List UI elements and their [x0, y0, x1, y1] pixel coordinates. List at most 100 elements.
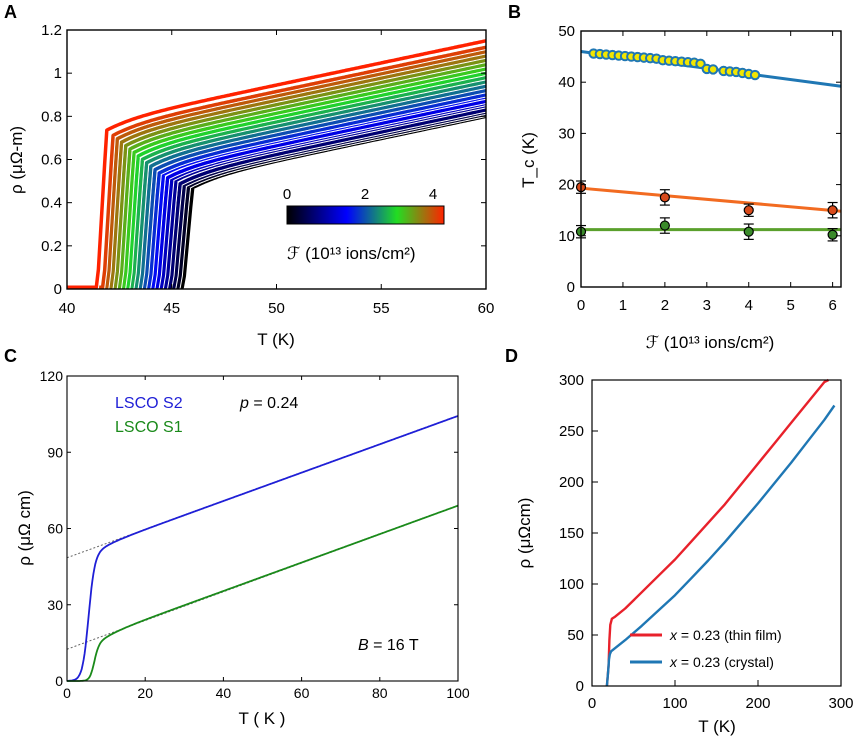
- data-point: [659, 220, 670, 231]
- fit-line: [580, 186, 842, 213]
- annotation-field: B = 16 T: [358, 637, 419, 654]
- panel-b: B 0 1 2 3 4 5 6 0 10 20 30 40 50 ℱ (10¹³ ions/cm²) T…: [508, 2, 842, 352]
- panel-b-ticks: 0 1 2 3 4 5 6 0 10 20 30 40 50: [558, 23, 841, 314]
- data-point: [743, 205, 754, 216]
- x-tick-label: 60: [294, 685, 310, 701]
- colorbar-tick-0: 0: [283, 186, 291, 203]
- resistivity-curve: [67, 58, 487, 290]
- x-tick-label: 0: [577, 297, 585, 314]
- x-tick-label: 0: [588, 695, 596, 712]
- panel-c-letter: C: [4, 346, 17, 366]
- x-tick-label: 60: [478, 300, 495, 317]
- panel-c-series: [66, 415, 459, 682]
- panel-b-ylabel: T_c (K): [519, 132, 538, 188]
- colorbar-gradient: [286, 205, 445, 225]
- y-tick-label: 0: [55, 673, 63, 689]
- panel-a-xlabel: T (K): [257, 330, 294, 349]
- resistivity-curve: [67, 67, 487, 290]
- panel-c-ticks: 0 20 40 60 80 100 0 30 60 90 120: [40, 368, 470, 701]
- y-tick-label: 30: [47, 597, 63, 613]
- y-tick-label: 50: [567, 627, 584, 644]
- data-point: [827, 205, 838, 216]
- y-tick-label: 20: [558, 177, 575, 194]
- legend-lsco-s2: LSCO S2: [115, 395, 183, 412]
- y-tick-label: 1: [54, 65, 62, 82]
- x-tick-label: 1: [619, 297, 627, 314]
- x-tick-label: 200: [745, 695, 770, 712]
- y-tick-label: 200: [559, 474, 584, 491]
- panel-a-series: [66, 38, 487, 291]
- x-tick-label: 40: [216, 685, 232, 701]
- panel-d-legend: x = 0.23 (thin film) x = 0.23 (crystal): [630, 627, 782, 670]
- x-tick-label: 50: [268, 300, 285, 317]
- data-point: [749, 69, 761, 81]
- y-tick-label: 0.2: [41, 238, 62, 255]
- panel-d-xlabel: T (K): [698, 717, 735, 736]
- resistivity-curve: [67, 39, 487, 290]
- panel-b-letter: B: [508, 2, 521, 22]
- x-tick-label: 0: [63, 685, 71, 701]
- y-tick-label: 0.8: [41, 108, 62, 125]
- resistivity-curve: [67, 45, 487, 290]
- x-tick-label: 300: [828, 695, 853, 712]
- y-tick-label: 0.4: [41, 195, 62, 212]
- panel-c: C 0 20 40 60 80 100 0 30 60 90 120 T ( K ) ρ (μΩ c…: [4, 346, 470, 728]
- resistivity-curve: [67, 62, 487, 290]
- panel-d-ylabel: ρ (μΩcm): [515, 498, 534, 569]
- y-tick-label: 1.2: [41, 22, 62, 39]
- y-tick-label: 60: [47, 521, 63, 537]
- colorbar: 0 2 4 ℱ (10¹³ ions/cm²): [283, 186, 445, 263]
- colorbar-label: ℱ (10¹³ ions/cm²): [287, 244, 416, 263]
- y-tick-label: 120: [40, 368, 64, 384]
- x-tick-label: 5: [787, 297, 795, 314]
- y-tick-label: 0: [567, 279, 575, 296]
- x-tick-label: 3: [703, 297, 711, 314]
- y-tick-label: 150: [559, 525, 584, 542]
- resistivity-curve: [605, 378, 830, 687]
- y-tick-label: 300: [559, 372, 584, 389]
- y-tick-label: 10: [558, 228, 575, 245]
- data-point: [707, 64, 719, 75]
- data-point: [659, 192, 670, 203]
- y-tick-label: 0.6: [41, 152, 62, 169]
- x-tick-label: 45: [163, 300, 180, 317]
- resistivity-curve: [605, 404, 836, 687]
- colorbar-tick-4: 4: [429, 186, 437, 203]
- y-tick-label: 0: [576, 678, 584, 695]
- y-tick-label: 90: [47, 444, 63, 460]
- resistivity-curve: [67, 415, 459, 682]
- x-tick-label: 6: [828, 297, 836, 314]
- panel-b-xlabel: ℱ (10¹³ ions/cm²): [646, 333, 775, 352]
- colorbar-tick-2: 2: [361, 186, 369, 203]
- x-tick-label: 55: [373, 300, 390, 317]
- data-point: [743, 226, 754, 237]
- panel-b-series: [575, 48, 842, 242]
- legend-thin-film: x = 0.23 (thin film): [669, 627, 782, 643]
- legend-crystal: x = 0.23 (crystal): [669, 654, 774, 670]
- y-tick-label: 100: [559, 576, 584, 593]
- panel-d-series: [605, 378, 836, 687]
- x-tick-label: 100: [446, 685, 470, 701]
- panel-d-letter: D: [505, 346, 518, 366]
- panel-d: D 0 100 200 300 0 50 100 150 200 250 300 T (K) ρ (…: [505, 346, 854, 736]
- x-tick-label: 80: [372, 685, 388, 701]
- panel-c-ylabel: ρ (μΩ cm): [15, 490, 34, 566]
- legend-lsco-s1: LSCO S1: [115, 419, 183, 436]
- resistivity-curve: [67, 504, 459, 682]
- panel-b-frame: [580, 30, 842, 288]
- y-tick-label: 40: [558, 74, 575, 91]
- panel-d-ticks: 0 100 200 300 0 50 100 150 200 250 300: [559, 372, 854, 712]
- resistivity-curve: [67, 49, 487, 290]
- y-tick-label: 0: [54, 281, 62, 298]
- resistivity-curve: [67, 80, 487, 290]
- resistivity-curve: [67, 75, 487, 290]
- y-tick-label: 30: [558, 125, 575, 142]
- x-tick-label: 100: [662, 695, 687, 712]
- x-tick-label: 20: [137, 685, 153, 701]
- x-tick-label: 40: [59, 300, 76, 317]
- panel-a-ylabel: ρ (μΩ-m): [7, 126, 26, 194]
- annotation-doping: p = 0.24: [239, 395, 298, 412]
